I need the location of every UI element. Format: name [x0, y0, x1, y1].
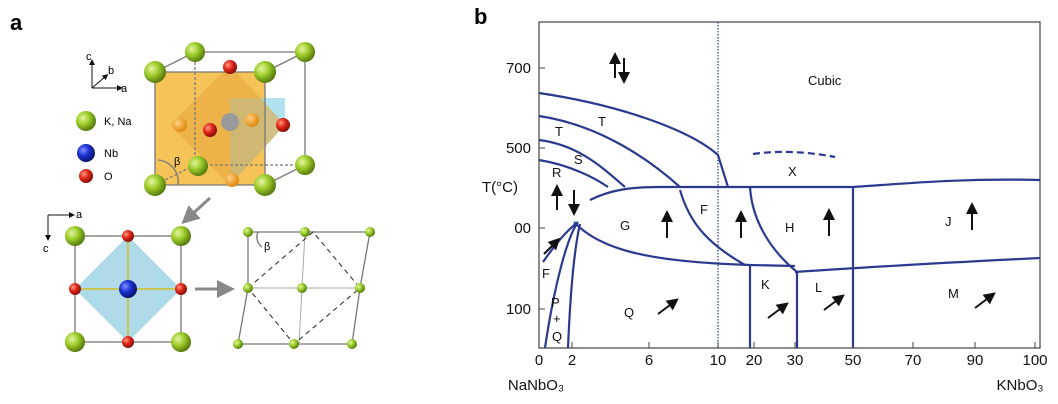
unit-cell [144, 42, 315, 196]
projection [65, 226, 191, 352]
axis-label: a [76, 209, 83, 221]
phase-label: Q [552, 329, 562, 344]
legend-atom [79, 169, 93, 183]
y-axis-label: T(°C) [482, 179, 518, 196]
x-end-label: NaNbO₃ [508, 377, 564, 394]
x-tick-label: 20 [746, 352, 763, 369]
y-tick-label: 00 [514, 220, 531, 237]
figure: a c b a K, Na Nb O β a c β b [0, 0, 1058, 399]
y-tick-label: 100 [506, 301, 531, 318]
arrow [188, 198, 210, 218]
x-tick-label: 10 [710, 352, 727, 369]
legend-atom [77, 144, 95, 162]
phase-label: T [555, 124, 563, 139]
legend-atom [76, 111, 96, 131]
phase-label: F [542, 266, 550, 281]
x-tick-label: 0 [535, 352, 543, 369]
x-tick-label: 90 [967, 352, 984, 369]
phase-label: F [700, 202, 708, 217]
axis-label: b [108, 65, 114, 77]
legend-label: O [104, 171, 113, 183]
phase-label: L [815, 280, 822, 295]
axis-label: a [121, 83, 128, 95]
phase-label: X [788, 164, 797, 179]
x-tick-label: 100 [1022, 352, 1047, 369]
y-tick-label: 500 [506, 140, 531, 157]
axis-label: c [43, 243, 49, 255]
x-tick-label: 70 [905, 352, 922, 369]
panel-label: b [474, 4, 487, 29]
phase-label: G [620, 218, 630, 233]
phase-label: T [598, 114, 606, 129]
axes-triad [92, 62, 120, 88]
x-end-label: KNbO₃ [997, 377, 1044, 394]
phase-label: R [552, 165, 561, 180]
angle-label: β [264, 241, 270, 253]
legend-label: K, Na [104, 116, 132, 128]
phase-label: Cubic [808, 73, 842, 88]
phase-label: P [551, 295, 560, 310]
phase-label: + [553, 311, 561, 326]
phase-label: H [785, 220, 794, 235]
angle-label: β [174, 156, 180, 168]
x-tick-label: 2 [568, 352, 576, 369]
axis-label: c [86, 51, 92, 63]
panel-label: a [10, 10, 23, 35]
phase-label: M [948, 286, 959, 301]
phase-label: S [574, 152, 583, 167]
legend-label: Nb [104, 148, 118, 160]
phase-label: Q [624, 305, 634, 320]
phase-label: K [761, 277, 770, 292]
phase-label: J [945, 214, 952, 229]
y-tick-label: 700 [506, 60, 531, 77]
lattice [233, 227, 375, 349]
x-tick-label: 6 [645, 352, 653, 369]
x-tick-label: 30 [787, 352, 804, 369]
x-tick-label: 50 [845, 352, 862, 369]
